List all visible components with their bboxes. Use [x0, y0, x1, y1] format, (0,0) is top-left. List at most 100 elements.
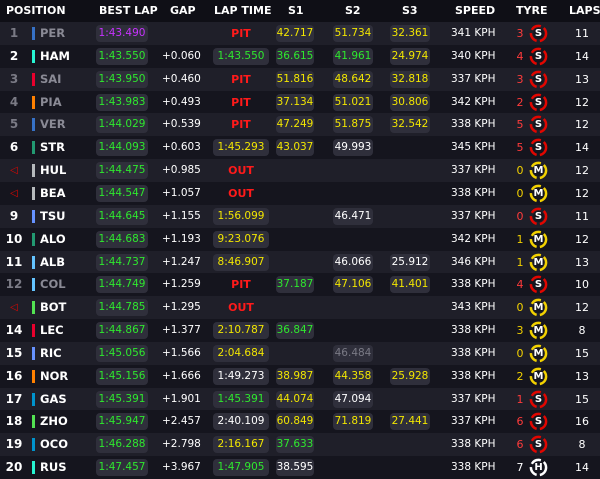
tyre-age: 6 — [516, 415, 524, 429]
header-lap-time[interactable]: LAP TIME — [214, 4, 272, 17]
driver-code[interactable]: RIC — [40, 345, 62, 360]
driver-code[interactable]: SAI — [40, 71, 62, 86]
table-row[interactable]: ◁ HUL 1:44.475 +0.985 OUT 337 KPH 0 M 12 — [0, 159, 600, 183]
tyre-age: 1 — [516, 392, 524, 406]
tyre-compound-letter: S — [534, 416, 543, 428]
table-row[interactable]: 3 SAI 1:43.950 +0.460 PIT 51.816 48.642 32.818 3… — [0, 67, 600, 91]
driver-code[interactable]: ALB — [40, 254, 65, 269]
team-color-bar — [32, 186, 35, 200]
sector-s1: 51.816 — [276, 70, 314, 88]
table-row[interactable]: 1 PER 1:43.490 PIT 42.717 51.734 32.361 341 KPH… — [0, 22, 600, 45]
position: 1 — [9, 26, 19, 40]
table-row[interactable]: 5 VER 1:44.029 +0.539 PIT 47.249 51.875 32.542 3… — [0, 113, 600, 137]
gap: +1.666 — [162, 369, 201, 382]
tyre-compound-letter: S — [534, 50, 543, 62]
driver-code[interactable]: ALO — [40, 231, 66, 246]
header-s2[interactable]: S2 — [345, 4, 361, 17]
driver-code[interactable]: PER — [40, 26, 66, 40]
header-s1[interactable]: S1 — [288, 4, 304, 17]
header-best-lap[interactable]: BEST LAP — [99, 4, 158, 17]
driver-code[interactable]: LEC — [40, 323, 64, 338]
table-row[interactable]: 19 OCO 1:46.288 +2.798 2:16.167 37.633 338 KPH… — [0, 433, 600, 457]
table-row[interactable]: 14 LEC 1:44.867 +1.377 2:10.787 36.847 338 KPH… — [0, 319, 600, 343]
header-tyre[interactable]: TYRE — [516, 4, 548, 17]
driver-code[interactable]: VER — [40, 117, 66, 132]
speed: 338 KPH — [451, 278, 496, 291]
team-color-bar — [32, 164, 35, 178]
table-row[interactable]: 17 GAS 1:45.391 +1.901 1:45.391 44.074 47.094 3… — [0, 387, 600, 411]
tyre-compound-letter: M — [533, 233, 544, 245]
table-row[interactable]: 20 RUS 1:47.457 +3.967 1:47.905 38.595 338 KPH… — [0, 456, 600, 479]
lap-status: OUT — [228, 186, 254, 200]
tyre-compound-letter: M — [533, 302, 544, 314]
header-laps[interactable]: LAPS — [569, 4, 600, 17]
tyre-compound-letter: S — [534, 142, 543, 154]
best-lap: 1:44.785 — [96, 299, 148, 317]
position: 5 — [9, 117, 19, 132]
table-row[interactable]: ◁ BOT 1:44.785 +1.295 OUT 343 KPH 0 M 12 — [0, 296, 600, 320]
lap-count: 10 — [575, 278, 589, 292]
driver-code[interactable]: OCO — [40, 437, 68, 452]
table-row[interactable]: 2 HAM 1:43.550 +0.060 1:43.550 36.615 41.961 24… — [0, 44, 600, 68]
gap — [162, 25, 198, 42]
gap: +0.060 — [162, 49, 201, 62]
lap-time: 1:56.099 — [213, 207, 269, 225]
sector-s3: 32.361 — [390, 25, 430, 42]
position: 20 — [5, 460, 23, 475]
tyre-compound-letter: S — [534, 393, 543, 405]
driver-code[interactable]: NOR — [40, 368, 69, 383]
driver-code[interactable]: BOT — [40, 300, 67, 315]
header-position[interactable]: POSITION — [6, 4, 66, 17]
driver-code[interactable]: ZHO — [40, 414, 68, 429]
table-row[interactable]: 12 COL 1:44.749 +1.259 PIT 37.187 47.106 41.401… — [0, 273, 600, 297]
table-row[interactable]: ◁ BEA 1:44.547 +1.057 OUT 338 KPH 0 M 12 — [0, 181, 600, 205]
driver-code[interactable]: BEA — [40, 185, 66, 200]
best-lap: 1:47.457 — [96, 459, 148, 477]
header-s3[interactable]: S3 — [402, 4, 418, 17]
lap-time: 2:40.109 — [213, 413, 269, 431]
gap: +0.493 — [162, 95, 201, 108]
gap: +1.057 — [162, 186, 201, 199]
driver-code[interactable]: PIA — [40, 94, 62, 109]
best-lap: 1:44.749 — [96, 276, 148, 294]
lap-time: 1:49.273 — [213, 367, 269, 385]
retired-arrow-icon: ◁ — [10, 302, 18, 314]
lap-time: 1:45.293 — [213, 139, 269, 157]
header-speed[interactable]: SPEED — [455, 4, 496, 17]
table-row[interactable]: 11 ALB 1:44.737 +1.247 8:46.907 46.066 25.912 3… — [0, 250, 600, 274]
sector-s2: 46.471 — [333, 207, 373, 225]
tyre-compound-letter: S — [534, 96, 543, 108]
driver-code[interactable]: RUS — [40, 460, 67, 475]
tyre-compound-letter: M — [533, 347, 544, 359]
table-row[interactable]: 15 RIC 1:45.056 +1.566 2:04.684 46.484 338 KPH… — [0, 341, 600, 365]
speed: 342 KPH — [451, 95, 496, 108]
tyre-age: 4 — [516, 278, 524, 292]
table-row[interactable]: 16 NOR 1:45.156 +1.666 1:49.273 38.987 44.358 2… — [0, 364, 600, 388]
speed: 338 KPH — [451, 369, 496, 382]
team-color-bar — [32, 95, 35, 109]
sector-s2: 49.993 — [333, 139, 373, 157]
header-gap[interactable]: GAP — [170, 4, 196, 17]
driver-code[interactable]: STR — [40, 140, 65, 155]
tyre-age: 3 — [516, 27, 524, 40]
table-row[interactable]: 6 STR 1:44.093 +0.603 1:45.293 43.037 49.993 34… — [0, 136, 600, 160]
table-row[interactable]: 9 TSU 1:44.645 +1.155 1:56.099 46.471 337 KPH 0… — [0, 204, 600, 228]
table-row[interactable]: 4 PIA 1:43.983 +0.493 PIT 37.134 51.021 30.806 3… — [0, 90, 600, 114]
table-row[interactable]: 10 ALO 1:44.683 +1.193 9:23.076 342 KPH 1 M 12 — [0, 227, 600, 251]
gap: +1.247 — [162, 255, 201, 268]
position: 9 — [9, 208, 19, 223]
lap-status: PIT — [231, 72, 251, 86]
driver-code[interactable]: HUL — [40, 163, 67, 178]
tyre-compound-letter: M — [533, 370, 544, 382]
lap-status: OUT — [228, 301, 254, 315]
table-row[interactable]: 18 ZHO 1:45.947 +2.457 2:40.109 60.849 71.819 2… — [0, 410, 600, 434]
tyre-age: 0 — [516, 164, 524, 178]
driver-code[interactable]: TSU — [40, 208, 66, 223]
driver-code[interactable]: COL — [40, 277, 66, 292]
team-color-bar — [32, 461, 35, 475]
tyre-compound-letter: S — [534, 279, 543, 291]
tyre-compound-letter: M — [533, 165, 544, 177]
sector-s1: 38.987 — [276, 367, 314, 385]
driver-code[interactable]: HAM — [40, 48, 70, 63]
driver-code[interactable]: GAS — [40, 391, 67, 406]
